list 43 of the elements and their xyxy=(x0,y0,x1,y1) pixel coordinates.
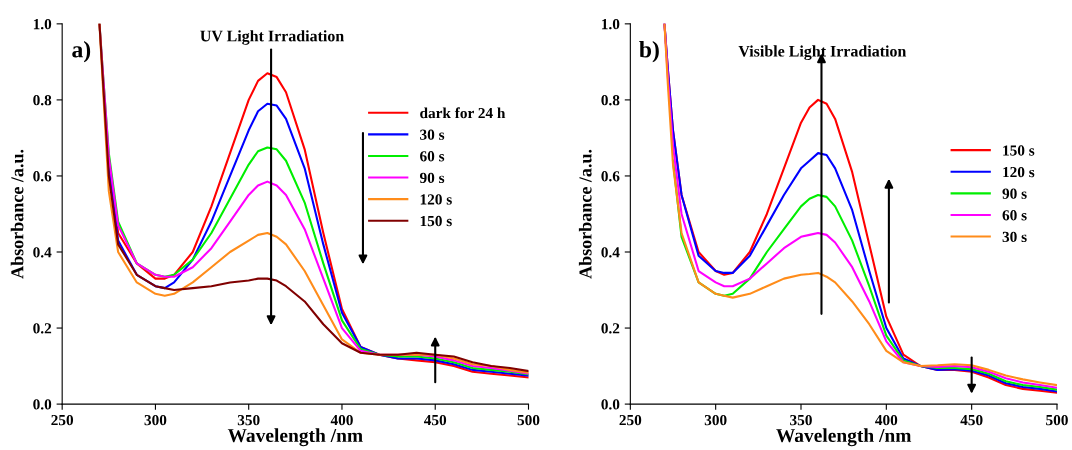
y-tick-label: 0.4 xyxy=(33,247,52,258)
legend-label: 120 s xyxy=(420,194,452,205)
annotation: b) xyxy=(639,40,659,63)
annotation: UV Light Irradiation xyxy=(200,30,344,45)
y-tick-label: 1.0 xyxy=(602,18,620,30)
legend-label: 150 s xyxy=(1003,145,1035,156)
x-axis-title: Wavelength /nm xyxy=(776,428,912,447)
y-axis-title: Absorbance /a.u. xyxy=(578,149,592,279)
x-tick-label: 500 xyxy=(517,414,540,426)
legend-label: 30 s xyxy=(1002,231,1027,243)
x-tick-label: 350 xyxy=(790,414,812,426)
y-tick-label: 0.6 xyxy=(601,171,620,182)
y-tick-label: 0.8 xyxy=(33,95,52,106)
x-tick-label: 300 xyxy=(704,414,727,426)
legend-label: 30 s xyxy=(420,129,445,140)
x-tick-label: 450 xyxy=(423,414,447,426)
annotation: Visible Light Irradiation xyxy=(738,45,907,60)
y-tick-label: 0.0 xyxy=(601,399,620,410)
y-tick-label: 1.0 xyxy=(33,18,52,30)
x-tick-label: 500 xyxy=(1046,414,1068,426)
legend-label: 60 s xyxy=(420,151,445,162)
y-tick-label: 0.6 xyxy=(33,171,52,182)
x-tick-label: 250 xyxy=(619,414,642,426)
legend-label: 90 s xyxy=(1002,188,1027,199)
x-tick-label: 250 xyxy=(51,414,74,426)
legend-label: 120 s xyxy=(1003,166,1035,178)
legend-label: 150 s xyxy=(420,215,452,227)
x-tick-label: 400 xyxy=(875,414,898,426)
y-axis-title: Absorbance /a.u. xyxy=(10,149,24,279)
annotation: a) xyxy=(72,40,91,63)
x-tick-label: 300 xyxy=(144,414,167,426)
y-tick-label: 0.2 xyxy=(601,323,620,334)
y-tick-label: 0.8 xyxy=(601,95,620,106)
legend-label: dark for 24 h xyxy=(420,107,506,119)
x-axis-title: Wavelength /nm xyxy=(227,428,363,447)
x-tick-label: 400 xyxy=(330,414,353,426)
y-tick-label: 0.0 xyxy=(33,399,52,410)
legend-label: 90 s xyxy=(419,172,445,184)
x-tick-label: 350 xyxy=(237,414,260,426)
legend-label: 60 s xyxy=(1002,210,1027,221)
x-tick-label: 450 xyxy=(960,414,983,426)
y-tick-label: 0.4 xyxy=(601,247,620,258)
y-tick-label: 0.2 xyxy=(33,323,52,334)
